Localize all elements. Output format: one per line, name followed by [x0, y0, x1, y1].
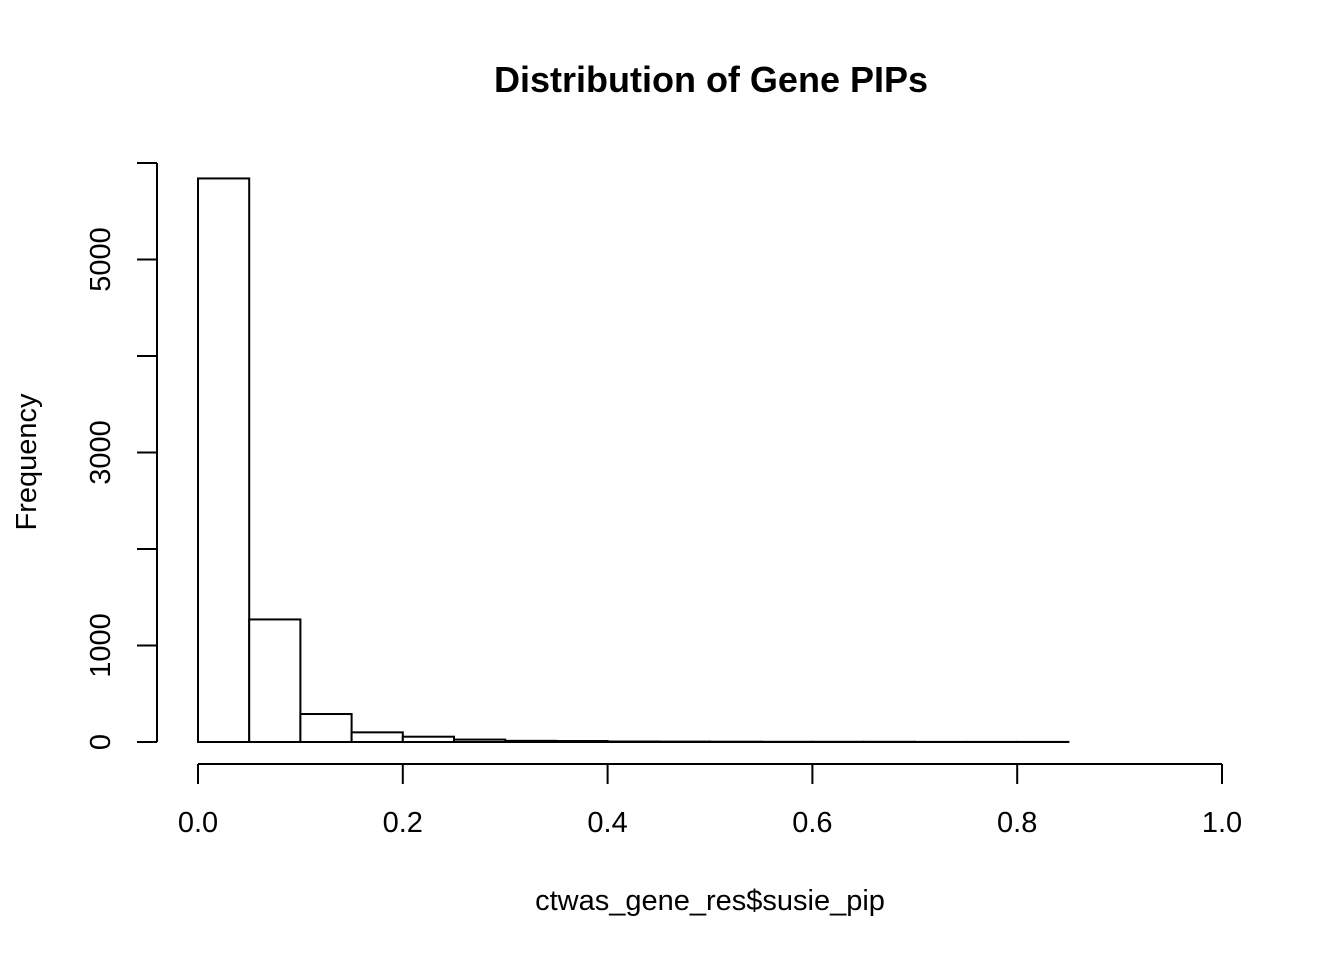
y-axis-label: Frequency: [11, 393, 43, 531]
x-axis: 0.0 0.2 0.4 0.6 0.8 1.0: [178, 763, 1242, 839]
x-axis-label: ctwas_gene_res$susie_pip: [535, 885, 885, 917]
histogram-bar: [248, 618, 302, 744]
y-axis: 0 1000 3000 5000: [85, 162, 158, 750]
histogram-bar: [197, 177, 251, 743]
x-tick-label: 1.0: [1202, 807, 1242, 839]
histogram-bar: [350, 731, 404, 743]
y-tick-label: 1000: [85, 613, 117, 678]
x-tick-label: 0.6: [792, 807, 832, 839]
x-tick-label: 0.4: [587, 807, 627, 839]
histogram-bar: [453, 738, 507, 744]
histogram-bar: [299, 713, 353, 744]
x-tick-label: 0.8: [997, 807, 1037, 839]
histogram-bar: [401, 735, 455, 744]
y-tick-label: 0: [85, 734, 117, 750]
histogram-bar: [504, 739, 558, 743]
chart-title: Distribution of Gene PIPs: [494, 59, 928, 100]
x-tick-label: 0.2: [383, 807, 423, 839]
y-tick-label: 3000: [85, 420, 117, 485]
x-tick-label: 0.0: [178, 807, 218, 839]
histogram-bar: [555, 740, 609, 743]
bars-group: [197, 177, 1070, 744]
y-tick-label: 5000: [85, 227, 117, 292]
